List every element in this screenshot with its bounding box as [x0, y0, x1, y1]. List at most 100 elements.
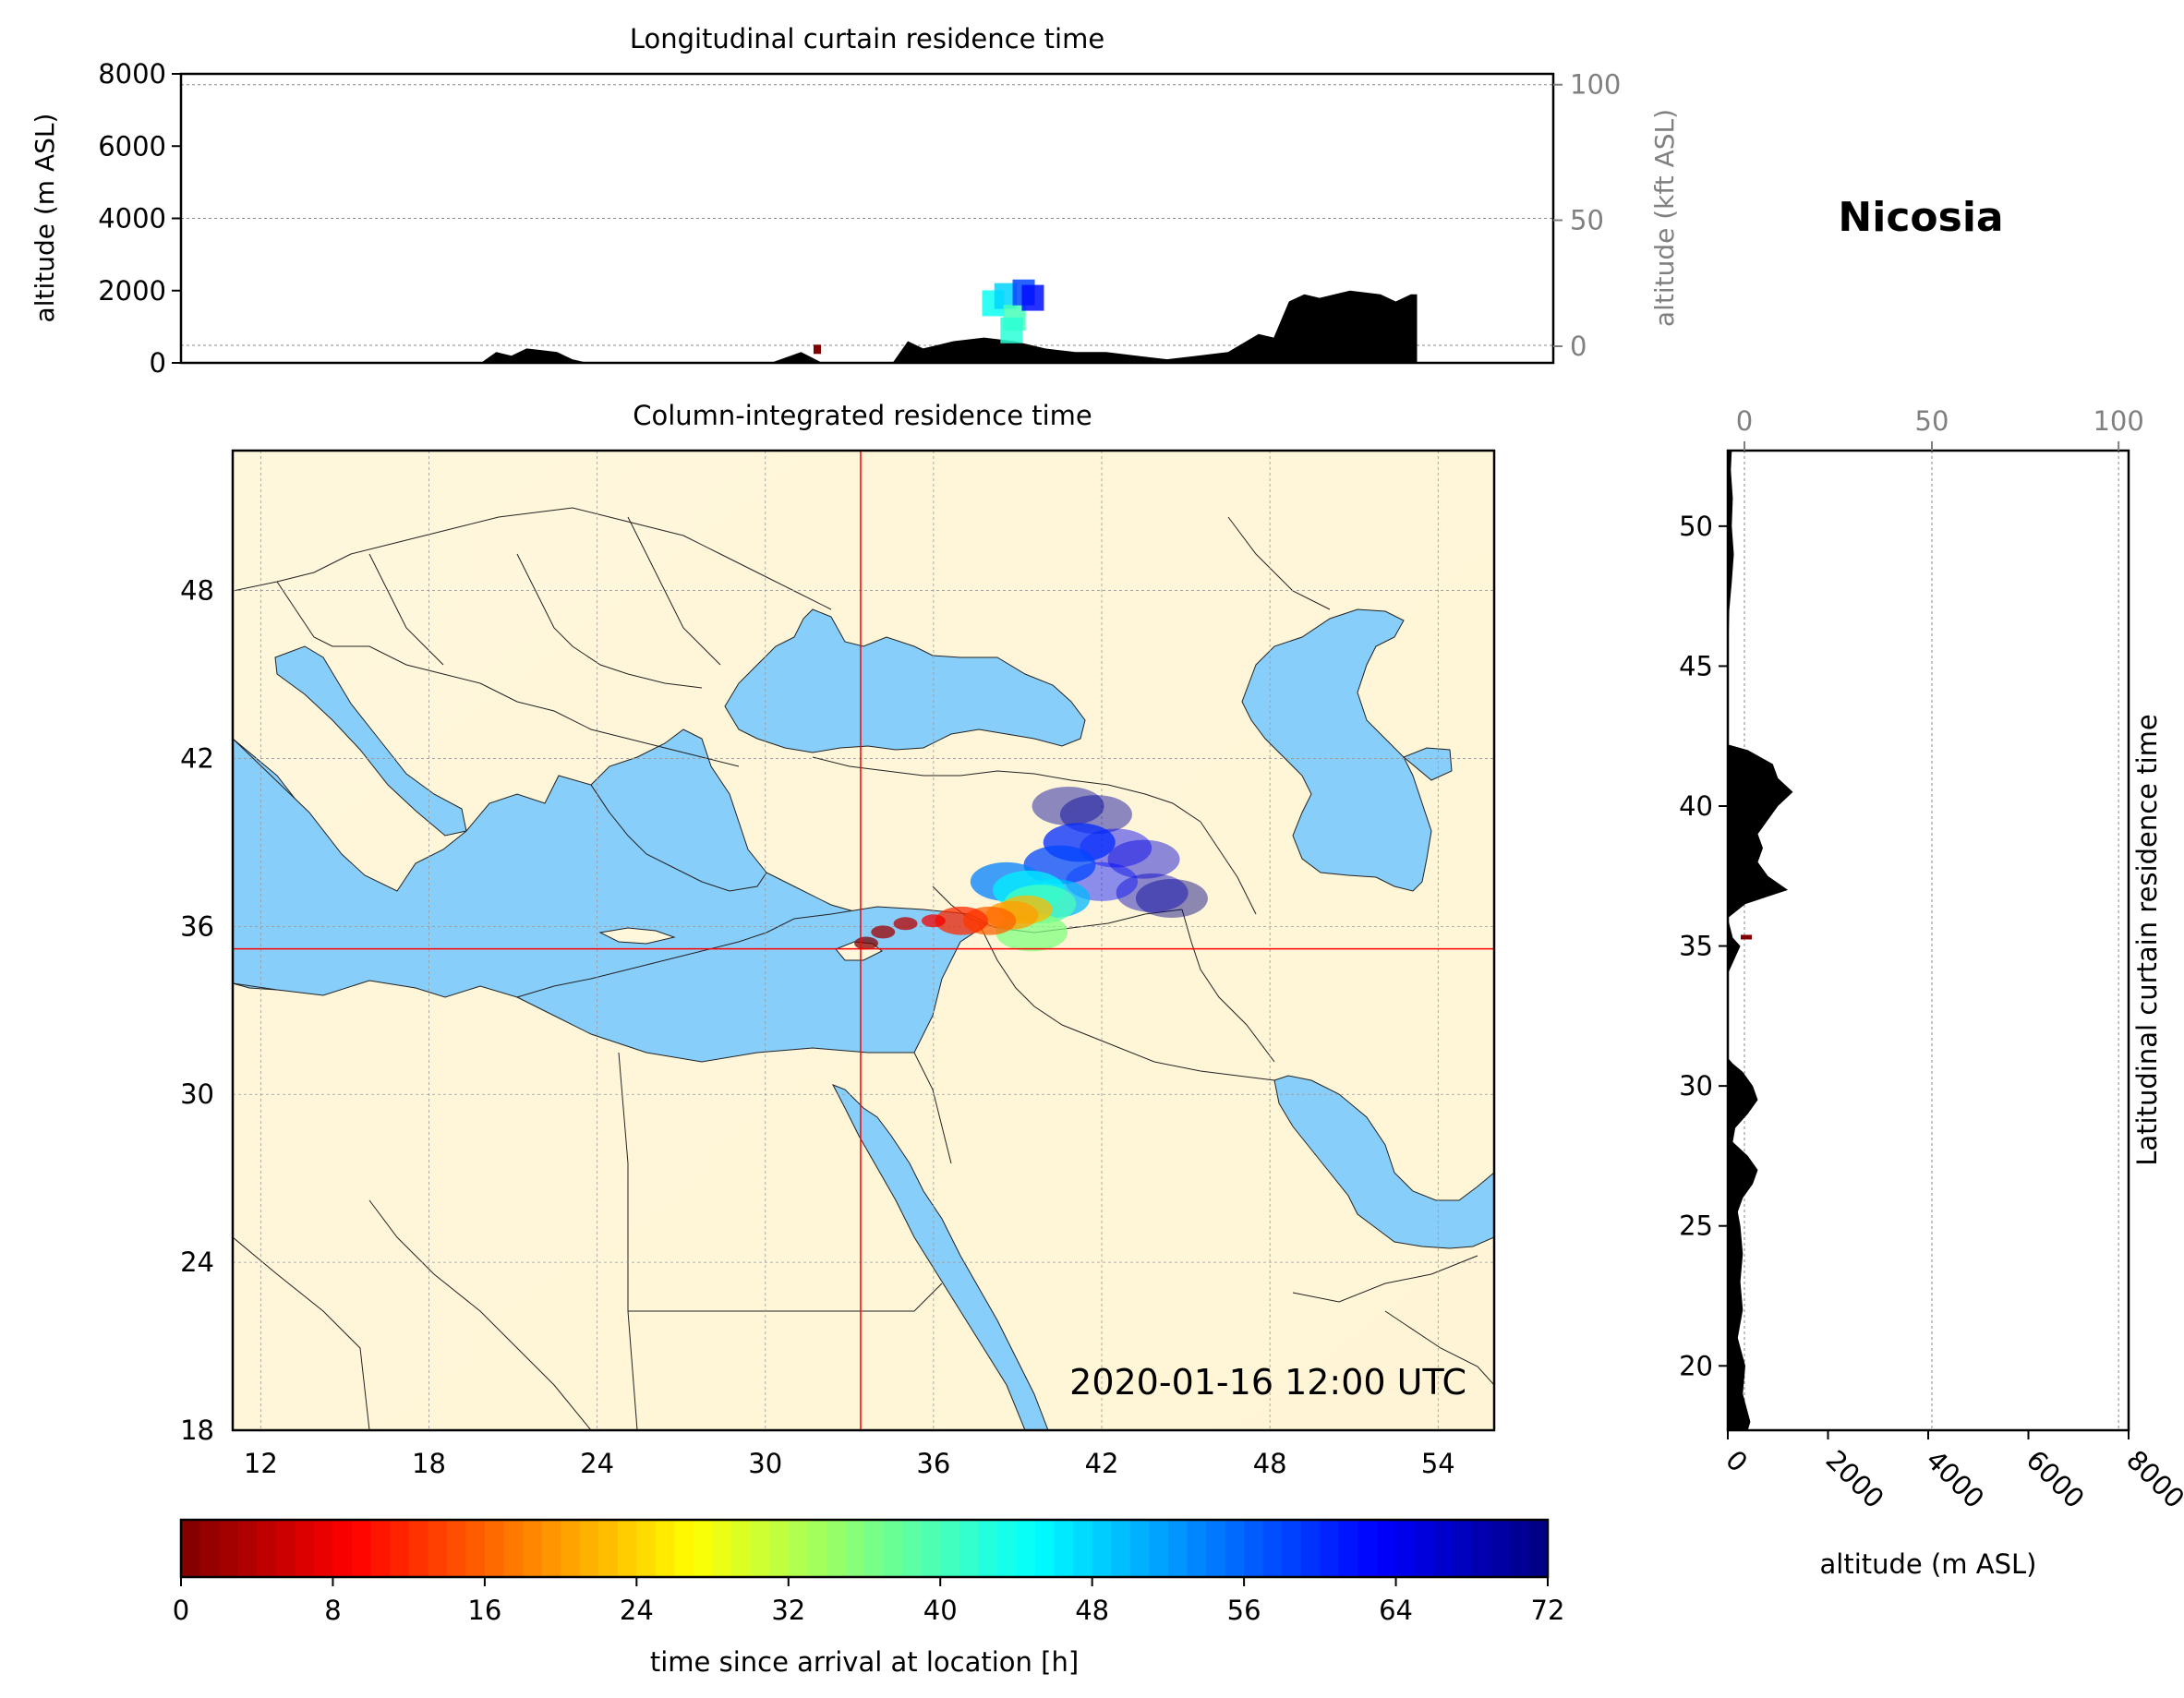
plume-cell	[935, 906, 988, 935]
column-x-axis: 12 18 24 30 36 42 48 54	[244, 1448, 1455, 1479]
y-tick-label: 8000	[98, 58, 166, 90]
colorbar-segment	[523, 1520, 543, 1577]
colorbar-segment	[845, 1520, 865, 1577]
colorbar-segment	[275, 1520, 296, 1577]
x-tick-label: 0	[1719, 1444, 1754, 1478]
colorbar-segment	[750, 1520, 770, 1577]
latitudinal-terrain	[1728, 451, 1793, 1430]
y-tick-label: 30	[180, 1078, 214, 1110]
x-tick-label: 8000	[2120, 1444, 2184, 1514]
y-tick-label: 4000	[98, 203, 166, 235]
terrain-profile	[1728, 451, 1793, 1430]
colorbar-segment	[712, 1520, 732, 1577]
y-tick-label: 24	[180, 1246, 214, 1278]
y-tick-label: 6000	[98, 130, 166, 162]
colorbar-segment	[408, 1520, 428, 1577]
colorbar-segment	[1433, 1520, 1454, 1577]
colorbar-segment	[1129, 1520, 1150, 1577]
colorbar-segment	[978, 1520, 998, 1577]
map-grid	[233, 451, 1494, 1430]
colorbar-segment	[390, 1520, 410, 1577]
colorbar-tick-label: 0	[173, 1595, 189, 1626]
colorbar-segment	[674, 1520, 694, 1577]
y-tick-label: 2000	[98, 275, 166, 307]
plume-cell	[854, 936, 879, 950]
y-tick-label: 30	[1679, 1070, 1713, 1102]
colorbar-segment	[1167, 1520, 1189, 1577]
colorbar-segment	[1111, 1520, 1131, 1577]
latitudinal-bottom-axis: 0 2000 4000 6000 8000	[1719, 1430, 2184, 1514]
latitudinal-panel: 0 2000 4000 6000 8000 0 50 100 20253035404550 …	[1679, 405, 2184, 1580]
colorbar-segment	[1206, 1520, 1226, 1577]
colorbar-tick-label: 48	[1075, 1595, 1109, 1626]
sea-tyrrhenian-ionian	[233, 738, 864, 1004]
latitudinal-top-axis: 0 50 100	[1736, 405, 2144, 451]
column-title: Column-integrated residence time	[633, 400, 1092, 431]
colorbar-segment	[1490, 1520, 1511, 1577]
plume-cell	[893, 917, 918, 931]
colorbar-segment	[921, 1520, 941, 1577]
colorbar-segment	[1035, 1520, 1056, 1577]
colorbar-segment	[561, 1520, 581, 1577]
plume-cell	[1135, 879, 1208, 919]
y-tick-label: 18	[180, 1415, 214, 1446]
colorbar-segment	[959, 1520, 979, 1577]
x-tick-label: 54	[1421, 1448, 1455, 1479]
colorbar-segment	[219, 1520, 239, 1577]
plume-cell	[1032, 786, 1104, 825]
y-tick-label: 40	[1679, 790, 1713, 822]
colorbar-segment	[428, 1520, 448, 1577]
x-tick-label: 24	[580, 1448, 614, 1479]
colorbar-segment	[237, 1520, 258, 1577]
colorbar-segment	[1415, 1520, 1435, 1577]
colorbar-segment	[1471, 1520, 1491, 1577]
colorbar-segment	[484, 1520, 505, 1577]
colorbar-segment	[541, 1520, 561, 1577]
colorbar: 0 8 16 24 32 40 48 56 64 72 time since arrival at…	[173, 1518, 1564, 1678]
location-title: Nicosia	[1838, 194, 2003, 241]
colorbar-tick-label: 56	[1227, 1595, 1261, 1626]
colorbar-segment	[503, 1520, 524, 1577]
colorbar-segment	[181, 1520, 201, 1577]
sea-aegean	[590, 729, 767, 892]
plume-cell	[1000, 317, 1023, 343]
latitudinal-frame	[1726, 449, 2130, 1432]
basemap	[233, 451, 1494, 1430]
colorbar-segment	[1509, 1520, 1530, 1577]
plume-cell	[814, 344, 821, 355]
colorbar-segment	[1300, 1520, 1321, 1577]
sea-red	[831, 1084, 1049, 1430]
colorbar-segment	[1187, 1520, 1207, 1577]
x-tick-label: 50	[1915, 405, 1949, 437]
colorbar-segment	[902, 1520, 923, 1577]
y-tick-label: 45	[1679, 650, 1713, 681]
colorbar-segment	[1357, 1520, 1378, 1577]
colorbar-tick-label: 64	[1379, 1595, 1413, 1626]
column-y-axis: 18 24 30 36 42 48	[180, 575, 214, 1446]
x-tick-label: 42	[1085, 1448, 1119, 1479]
sea-caspian	[1241, 608, 1432, 892]
colorbar-segment	[731, 1520, 752, 1577]
colorbar-segment	[199, 1520, 220, 1577]
colorbar-segment	[352, 1520, 372, 1577]
colorbar-segment	[1054, 1520, 1074, 1577]
y-tick-label: 48	[180, 575, 214, 607]
colorbar-segment	[636, 1520, 657, 1577]
colorbar-label: time since arrival at location [h]	[650, 1646, 1079, 1678]
location-crosshair	[233, 451, 1494, 1430]
colorbar-tick-label: 32	[771, 1595, 805, 1626]
y-tick-label: 50	[1570, 205, 1604, 236]
colorbar-segment	[370, 1520, 391, 1577]
longitudinal-ylabel-right: altitude (kft ASL)	[1649, 109, 1680, 327]
colorbar-segment	[1377, 1520, 1397, 1577]
colorbar-segment	[295, 1520, 315, 1577]
plume-cell	[1116, 873, 1189, 912]
plume-cell	[1021, 284, 1044, 311]
y-tick-label: 0	[1570, 331, 1587, 362]
colorbar-tick-label: 40	[923, 1595, 958, 1626]
x-tick-label: 0	[1736, 405, 1753, 437]
plume-cell	[871, 925, 896, 939]
colorbar-segment	[1225, 1520, 1245, 1577]
colorbar-segment	[446, 1520, 466, 1577]
